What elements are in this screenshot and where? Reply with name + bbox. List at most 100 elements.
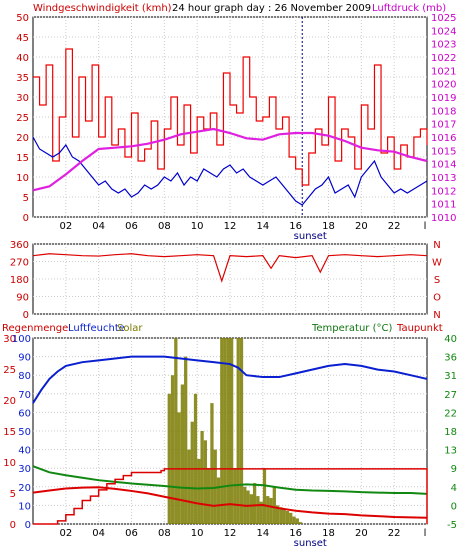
x-tick-label: 06 (125, 221, 138, 232)
x-tick-label: 22 (388, 221, 401, 232)
y-tick-label: 10 (16, 173, 29, 184)
sunset-label: sunset (294, 538, 327, 549)
x-end-label: l (424, 221, 427, 232)
wind-label: Windgeschwindigkeit (kmh) (33, 3, 172, 14)
solar-bar (262, 468, 267, 524)
solar-bar (272, 486, 276, 524)
series-temperature (32, 465, 428, 495)
y-tick-label: 20 (16, 133, 29, 144)
solar-bar (187, 449, 191, 524)
solar-bar (279, 507, 283, 524)
y2-tick-label: 1014 (431, 160, 456, 171)
solar-bar (174, 338, 178, 524)
y2-tick-label: 1018 (431, 106, 456, 117)
temperature-label: Temperatur (°C) (311, 323, 392, 334)
y-tick-label: 25 (16, 113, 29, 124)
x-tick-label: 04 (92, 221, 105, 232)
rain-tick-label: 25 (3, 365, 16, 376)
solar-bar (252, 483, 257, 524)
solar-bar (298, 522, 303, 524)
plot-area (32, 243, 428, 315)
solar-bar (292, 516, 296, 524)
solar-bar (259, 501, 263, 524)
solar-bar (275, 505, 280, 524)
y2-tick-label: 1016 (431, 133, 456, 144)
temp-tick-label: 13 (444, 446, 457, 457)
humidity-tick-label: 90 (18, 353, 31, 364)
x-tick-label: 14 (256, 528, 269, 539)
temp-tick-label: 18 (444, 427, 457, 438)
solar-bar (233, 468, 237, 524)
solar-bar (203, 440, 208, 524)
solar-bar (289, 512, 293, 524)
series-humidity (32, 355, 428, 404)
y-tick-label: 30 (16, 93, 29, 104)
solar-bar (236, 338, 240, 524)
y2-tick-label: 1017 (431, 120, 456, 131)
y2-tick-label: 1011 (431, 200, 456, 211)
series-rain (33, 468, 428, 525)
x-tick-label: 08 (158, 528, 171, 539)
x-tick-label: 04 (92, 528, 105, 539)
temp-tick-label: 36 (444, 353, 457, 364)
series-gust (33, 48, 428, 186)
compass-label: O (433, 293, 441, 304)
y-tick-label: 0 (23, 310, 29, 321)
compass-label: N (433, 240, 440, 251)
solar-bar (256, 496, 260, 524)
x-tick-label: 14 (256, 221, 269, 232)
y2-tick-label: 1023 (431, 40, 456, 51)
solar-bar (207, 468, 211, 524)
compass-label: N (433, 310, 440, 321)
solar-bar (249, 494, 253, 524)
rain-tick-label: 5 (10, 489, 16, 500)
x-tick-label: 12 (224, 221, 237, 232)
solar-bar (180, 384, 185, 524)
solar-bar (190, 421, 194, 524)
y-tick-label: 270 (10, 258, 29, 269)
humidity-tick-label: 60 (18, 408, 31, 419)
x-tick-label: 20 (355, 221, 368, 232)
rain-tick-label: 0 (10, 520, 16, 531)
series-average (32, 136, 428, 206)
solar-bar (246, 490, 250, 524)
x-tick-label: 16 (289, 221, 302, 232)
humidity-tick-label: 80 (18, 371, 31, 382)
solar-bar (266, 496, 270, 524)
temp-tick-label: 22 (444, 408, 457, 419)
solar-bar (223, 338, 227, 524)
solar-bar (226, 338, 230, 524)
y-tick-label: 5 (23, 193, 29, 204)
compass-label: S (434, 275, 440, 286)
series-pressure (32, 127, 428, 192)
rain-tick-label: 20 (3, 396, 16, 407)
humidity-tick-label: 70 (18, 390, 31, 401)
series-dewpoint (32, 486, 428, 519)
solar-bar (200, 431, 204, 524)
y2-tick-label: 1012 (431, 186, 456, 197)
x-tick-label: 02 (59, 528, 72, 539)
solar-bar (193, 393, 198, 524)
x-tick-label: 18 (322, 221, 335, 232)
rain-tick-label: 10 (3, 458, 16, 469)
humidity-tick-label: 50 (18, 427, 31, 438)
humidity-tick-label: 20 (18, 483, 31, 494)
humidity-tick-label: 10 (18, 501, 31, 512)
y2-tick-label: 1022 (431, 53, 456, 64)
x-tick-label: 06 (125, 528, 138, 539)
solar-label: Solar (117, 323, 143, 334)
compass-label: W (432, 258, 442, 269)
y-tick-label: 45 (16, 33, 29, 44)
humidity-tick-label: 100 (12, 334, 31, 345)
solar-bar (282, 509, 286, 524)
dewpoint-label: Taupunkt (396, 323, 443, 334)
x-tick-label: 02 (59, 221, 72, 232)
rain-tick-label: 30 (3, 334, 16, 345)
y-tick-label: 180 (10, 275, 29, 286)
x-end-label: l (424, 528, 427, 539)
solar-bar (295, 518, 299, 524)
temp-tick-label: 0 (451, 501, 457, 512)
sunset-label: sunset (294, 231, 327, 242)
humidity-tick-label: 40 (18, 446, 31, 457)
